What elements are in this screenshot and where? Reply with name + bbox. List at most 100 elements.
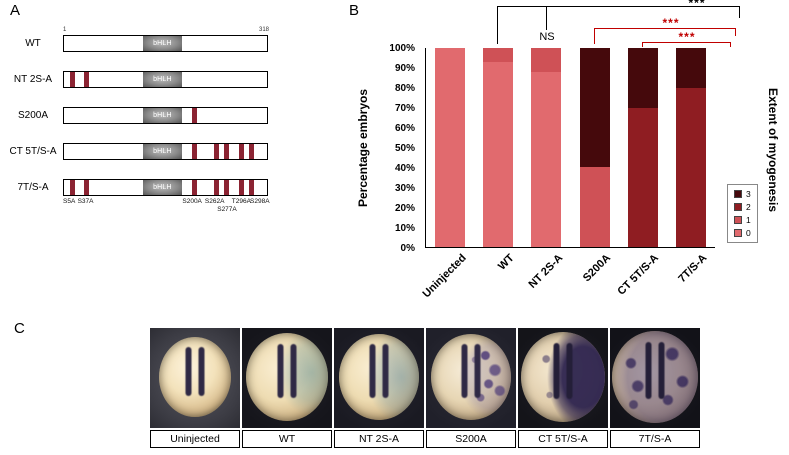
panel-a-letter: A <box>10 2 21 19</box>
embryo <box>431 334 511 420</box>
legend-color-key <box>734 229 742 237</box>
construct-bar: bHLH <box>63 143 268 160</box>
bhlh-domain: bHLH <box>143 180 182 195</box>
embryo-photo-7tsa <box>610 328 700 428</box>
bhlh-domain: bHLH <box>143 108 182 123</box>
sig-bracket-black-right <box>739 6 740 18</box>
sig-stars-black: *** <box>688 0 706 10</box>
legend-label: 3 <box>746 189 751 199</box>
panel-c-letter: C <box>14 320 25 337</box>
somite-stripes <box>277 343 297 399</box>
bar-segment <box>531 71 562 247</box>
sig-bracket-red1-line <box>594 28 736 29</box>
right-axis-label: Extent of myogenesis <box>766 87 780 213</box>
chart-column: 7T/S-A <box>667 48 715 285</box>
somite-stripes <box>185 346 205 397</box>
construct-bar: bHLH <box>63 107 268 124</box>
somite-stripes <box>553 342 573 399</box>
photo-label: S200A <box>426 430 516 448</box>
residue-label: S37A <box>77 198 94 205</box>
somite-stripes <box>369 344 389 398</box>
category-label: 7T/S-A <box>676 252 710 286</box>
bar-segment <box>435 48 466 247</box>
sig-bracket-black-left <box>497 6 498 44</box>
sig-bracket-red2-left <box>642 42 643 47</box>
panel-b-letter: B <box>349 2 360 19</box>
sig-stars-red2: *** <box>678 30 696 44</box>
y-tick: 30% <box>394 183 415 194</box>
panel-b: B Percentage embryos Extent of myogenesi… <box>345 0 789 316</box>
sig-bracket-red1-left <box>594 28 595 44</box>
bar-segment <box>675 87 706 247</box>
chart-column: Uninjected <box>420 48 474 300</box>
legend-color-key <box>734 203 742 211</box>
somite-stripes <box>461 344 481 398</box>
residue-label: S298A <box>250 198 270 205</box>
construct-name: NT 2S-A <box>13 74 53 85</box>
stacked-bar <box>483 48 514 247</box>
ns-label: NS <box>539 31 555 43</box>
construct-bar: bHLH <box>63 179 268 196</box>
bar-segment <box>579 167 610 247</box>
mutation-mark <box>224 180 230 195</box>
embryo <box>339 334 419 420</box>
residue-labels: S5A S37A S200A S262A T296A S298A S277A <box>62 198 270 218</box>
sig-bracket-red2-line <box>642 42 731 43</box>
mutation-mark <box>248 144 254 159</box>
construct-name: S200A <box>17 110 49 121</box>
construct-row: 7T/S-A bHLH <box>8 179 342 196</box>
stacked-bar <box>435 48 466 247</box>
embryo <box>246 333 328 421</box>
category-label: WT <box>496 252 517 273</box>
construct-name: CT 5T/S-A <box>9 146 57 157</box>
stacked-bar <box>627 48 658 247</box>
photo-label: CT 5T/S-A <box>518 430 608 448</box>
scale-start: 1 <box>63 27 67 33</box>
mutation-mark <box>248 180 254 195</box>
bhlh-domain: bHLH <box>143 144 182 159</box>
stain-overlay <box>521 332 605 422</box>
legend-item: 3 <box>734 189 751 199</box>
residue-label: S200A <box>182 198 202 205</box>
chart-column: WT <box>474 48 522 273</box>
legend-label: 0 <box>746 228 751 238</box>
embryo <box>612 331 698 423</box>
embryo-photo-strip <box>150 328 700 428</box>
photo-label: WT <box>242 430 332 448</box>
embryo-photo-nt2sa <box>334 328 424 428</box>
y-tick: 70% <box>394 103 415 114</box>
y-tick: 60% <box>394 123 415 134</box>
embryo <box>159 337 231 417</box>
bar-segment <box>531 48 562 72</box>
construct-row: WT bHLH 1 318 <box>8 27 342 52</box>
construct-bar: bHLH <box>63 71 268 88</box>
ns-tick <box>546 6 547 30</box>
photo-label: Uninjected <box>150 430 240 448</box>
bar-segment <box>675 48 706 88</box>
plot-area: Uninjected WT NT 2S-A S200A CT 5T/S-A 7T/S-A <box>420 48 715 300</box>
scale-end: 318 <box>258 27 269 33</box>
residue-label: S5A <box>62 198 76 205</box>
y-tick: 0% <box>400 243 415 254</box>
mutation-mark <box>238 144 244 159</box>
chart-legend: 3 2 1 0 <box>727 184 758 243</box>
y-tick: 20% <box>394 203 415 214</box>
stacked-bar <box>531 48 562 247</box>
mutation-mark <box>84 180 90 195</box>
mutation-mark <box>191 180 197 195</box>
stacked-bar <box>579 48 610 247</box>
embryo-photo-s200a <box>426 328 516 428</box>
legend-item: 2 <box>734 202 751 212</box>
chart-column: CT 5T/S-A <box>616 48 667 298</box>
sig-bracket-black-line <box>497 6 740 7</box>
panel-a: A WT bHLH 1 318 NT 2S-A bHLH S200A bHLH CT 5T/S-… <box>8 0 342 240</box>
chart-column: S200A <box>571 48 619 284</box>
mutation-mark <box>224 144 230 159</box>
embryo <box>521 332 605 422</box>
stain-overlay <box>612 331 698 423</box>
y-tick-labels: 100% 90% 80% 70% 60% 50% 40% 30% 20% 10% 0% <box>345 43 421 254</box>
construct-row: NT 2S-A bHLH <box>8 71 342 88</box>
mutation-mark <box>214 144 220 159</box>
embryo-photo-wt <box>242 328 332 428</box>
